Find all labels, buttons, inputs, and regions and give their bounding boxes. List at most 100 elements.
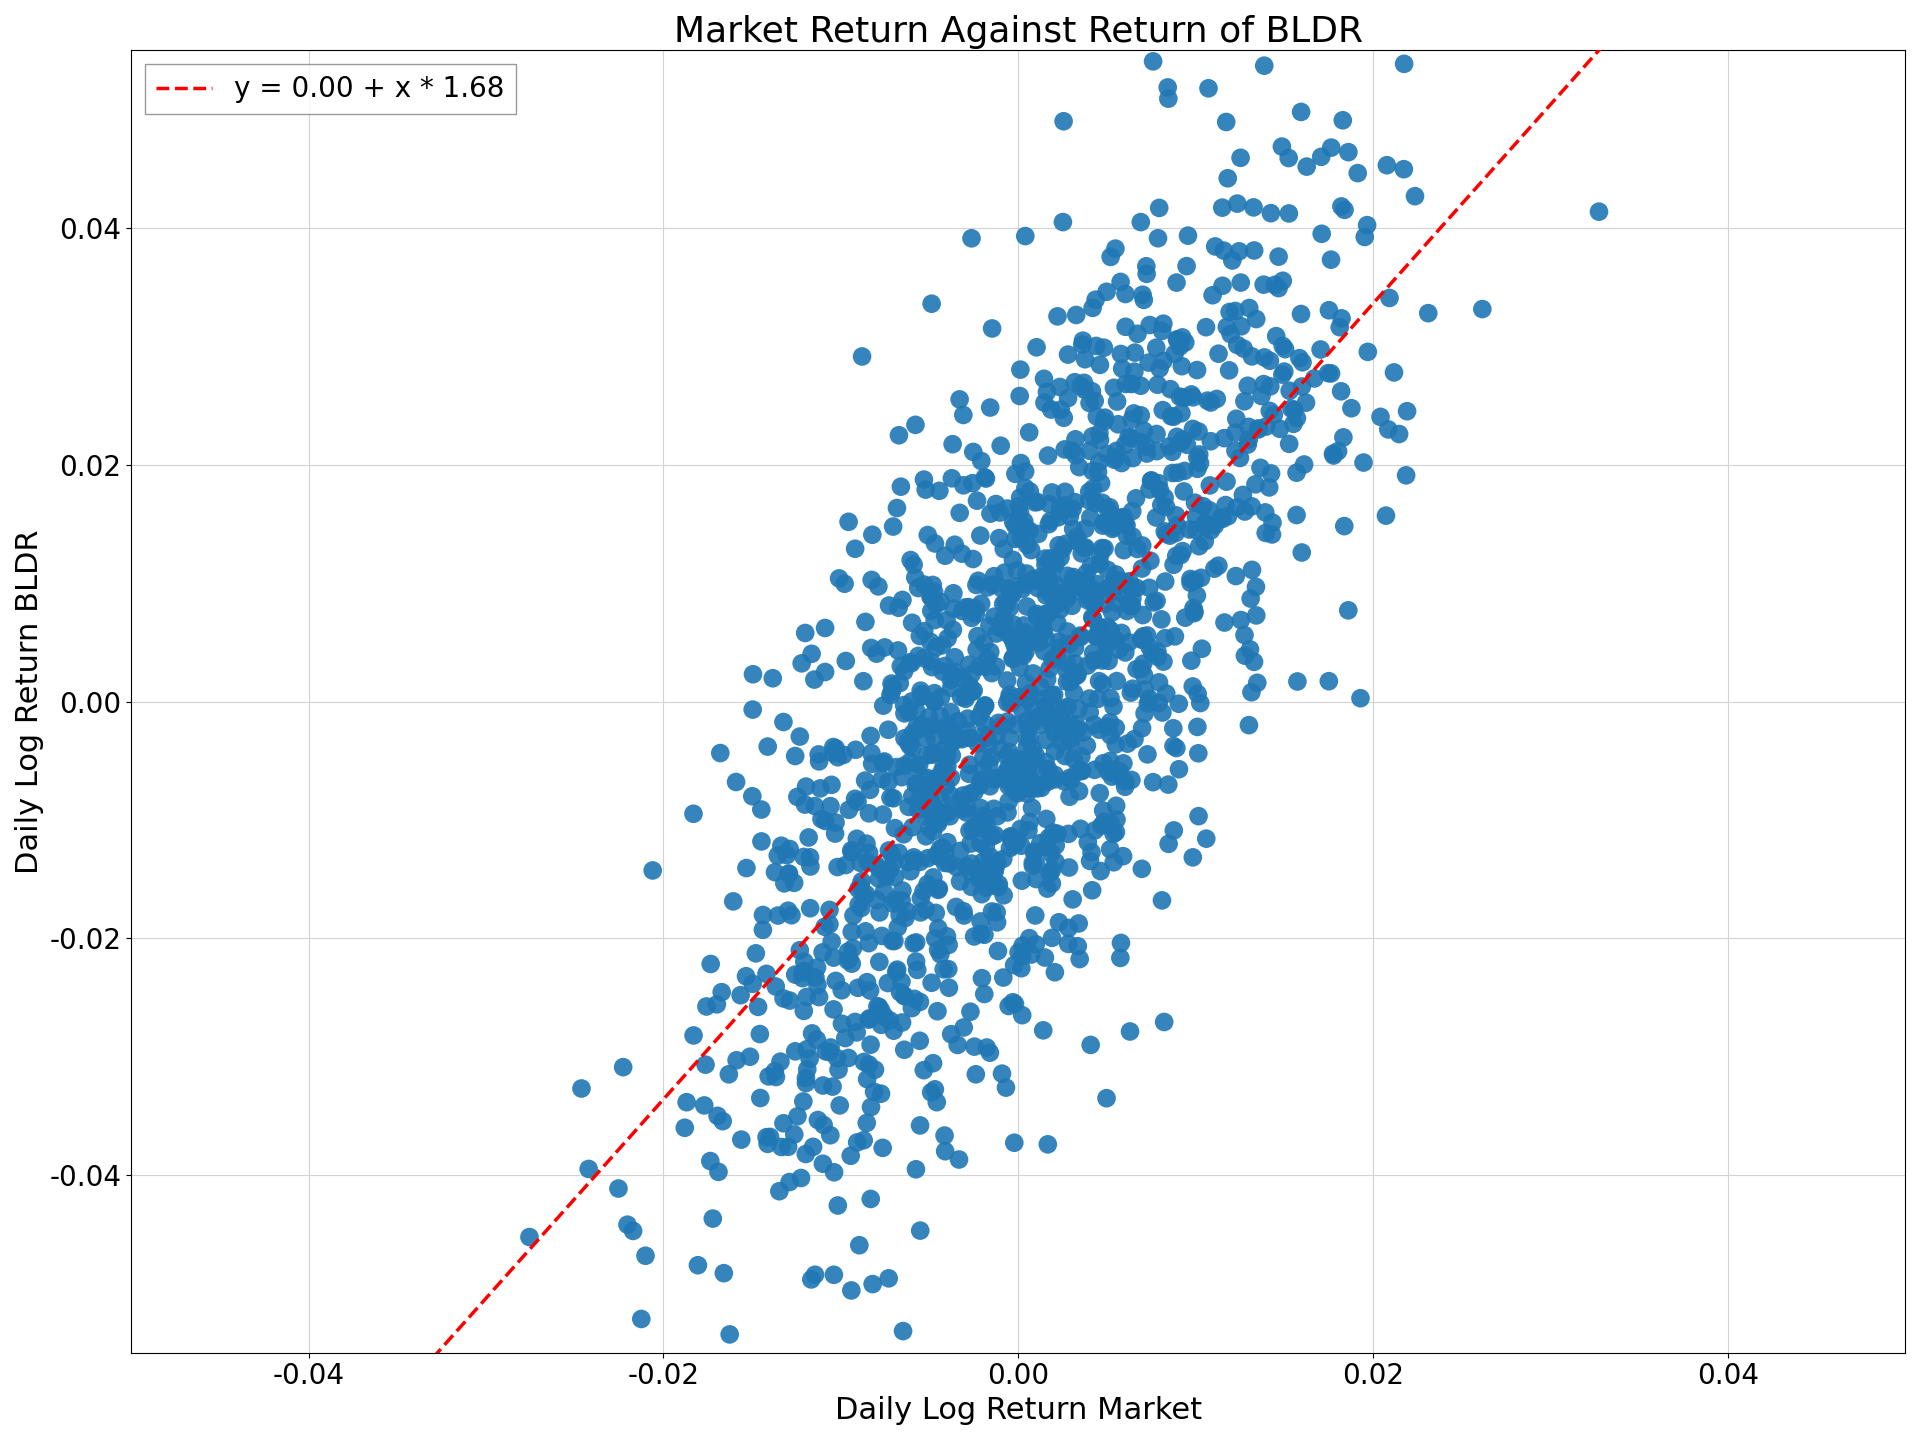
Point — [1240, 308, 1271, 331]
Point — [1004, 501, 1035, 524]
Point — [1087, 814, 1117, 837]
Point — [849, 1050, 879, 1073]
Point — [852, 1008, 883, 1031]
Point — [1066, 541, 1096, 564]
Point — [1089, 799, 1119, 822]
Point — [1121, 323, 1152, 346]
Point — [902, 644, 933, 667]
Point — [1179, 491, 1210, 514]
Point — [1400, 184, 1430, 207]
Point — [931, 609, 962, 632]
Point — [916, 791, 947, 814]
Point — [816, 773, 847, 796]
Point — [697, 1207, 728, 1230]
Point — [1069, 372, 1100, 395]
Point — [1052, 822, 1083, 845]
Point — [795, 845, 826, 868]
Point — [1064, 948, 1094, 971]
Point — [895, 729, 925, 752]
Point — [916, 655, 947, 678]
Point — [1043, 534, 1073, 557]
Point — [1031, 729, 1062, 752]
Point — [948, 668, 979, 691]
Point — [1031, 626, 1062, 649]
Point — [970, 694, 1000, 717]
Point — [1087, 649, 1117, 672]
Point — [1148, 350, 1179, 373]
Point — [954, 782, 985, 805]
Point — [808, 1113, 839, 1136]
Point — [1117, 526, 1148, 549]
Point — [1112, 514, 1142, 537]
Point — [1054, 632, 1085, 655]
Point — [939, 729, 970, 752]
Point — [1236, 495, 1267, 518]
Point — [822, 1047, 852, 1070]
Point — [1246, 384, 1277, 408]
Point — [962, 625, 993, 648]
Point — [768, 986, 799, 1009]
Point — [814, 899, 845, 922]
Point — [1275, 379, 1306, 402]
Point — [851, 832, 881, 855]
Point — [803, 1109, 833, 1132]
Point — [1112, 732, 1142, 755]
Point — [1165, 402, 1196, 425]
Point — [1116, 769, 1146, 792]
Point — [626, 1308, 657, 1331]
Point — [714, 1063, 745, 1086]
Point — [1162, 328, 1192, 351]
Point — [772, 844, 803, 867]
Point — [1023, 631, 1054, 654]
Point — [1156, 405, 1187, 428]
Point — [1083, 615, 1114, 638]
Point — [935, 677, 966, 700]
Point — [1162, 736, 1192, 759]
Point — [904, 1220, 935, 1243]
Point — [1306, 222, 1336, 245]
Point — [991, 768, 1021, 791]
Point — [1012, 533, 1043, 556]
Point — [1054, 916, 1085, 939]
Point — [1250, 521, 1281, 544]
Point — [987, 577, 1018, 600]
Point — [906, 683, 937, 706]
Point — [1127, 534, 1158, 557]
Point — [866, 924, 897, 948]
Point — [931, 743, 962, 766]
Point — [985, 616, 1016, 639]
Point — [1056, 572, 1087, 595]
Point — [1108, 845, 1139, 868]
Point — [1146, 494, 1177, 517]
Point — [789, 622, 820, 645]
Point — [993, 622, 1023, 645]
Point — [841, 1130, 872, 1153]
Point — [981, 912, 1012, 935]
Point — [1018, 851, 1048, 874]
Point — [1208, 274, 1238, 297]
Point — [910, 899, 941, 922]
Point — [789, 999, 820, 1022]
Point — [1256, 374, 1286, 397]
Point — [1139, 590, 1169, 613]
Point — [954, 753, 985, 776]
Point — [1062, 935, 1092, 958]
Point — [795, 855, 826, 878]
Point — [843, 893, 874, 916]
Point — [818, 742, 849, 765]
Point — [916, 599, 947, 622]
Point — [933, 727, 964, 750]
Point — [1112, 575, 1142, 598]
Point — [998, 510, 1029, 533]
Point — [1221, 408, 1252, 431]
Point — [1091, 629, 1121, 652]
Point — [972, 467, 1002, 490]
Point — [1117, 677, 1148, 700]
Point — [1188, 495, 1219, 518]
Point — [1087, 537, 1117, 560]
Point — [1044, 376, 1075, 399]
Point — [1014, 624, 1044, 647]
Point — [1079, 389, 1110, 412]
Point — [1008, 935, 1039, 958]
Point — [1217, 249, 1248, 272]
